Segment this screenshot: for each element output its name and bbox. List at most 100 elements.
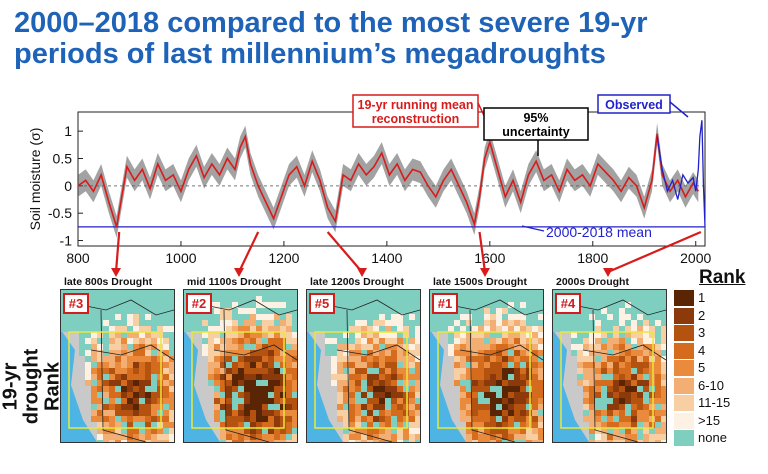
map-cell (280, 344, 286, 350)
map-cell (520, 416, 526, 422)
map-cell (397, 374, 403, 380)
legend-item: none (674, 430, 764, 446)
map-cell (643, 380, 649, 386)
map-cell (583, 374, 589, 380)
map-cell (391, 398, 397, 404)
map-cell (496, 356, 502, 362)
map-cell (343, 428, 349, 434)
map-cell (337, 368, 343, 374)
map-cell (373, 428, 379, 434)
map-cell (526, 386, 532, 392)
map-cell (520, 356, 526, 362)
map-cell (226, 302, 232, 308)
map-cell (532, 386, 538, 392)
ocean-area (61, 330, 97, 442)
border-line (346, 309, 393, 442)
map-cell (661, 374, 666, 380)
map-cell (127, 302, 133, 308)
map-cell (157, 368, 163, 374)
map-cell (214, 296, 220, 302)
map-cell (274, 380, 280, 386)
map-cell (157, 398, 163, 404)
map-cell (391, 422, 397, 428)
map-cell (415, 296, 420, 302)
map-cell (292, 290, 297, 296)
map-cell (151, 374, 157, 380)
map-cell (538, 314, 543, 320)
map-cell (343, 314, 349, 320)
map-cell (361, 368, 367, 374)
map-cell (397, 398, 403, 404)
map-cell (631, 368, 637, 374)
map-cell (367, 332, 373, 338)
map-cell (631, 380, 637, 386)
map-cell (226, 290, 232, 296)
map-cell (103, 320, 109, 326)
map-cell (145, 302, 151, 308)
map-cell (661, 368, 666, 374)
map-cell (313, 314, 319, 320)
map-cell (577, 380, 583, 386)
map-cell (280, 314, 286, 320)
map-cell (409, 308, 415, 314)
map-cell (415, 314, 420, 320)
map-cell (250, 314, 256, 320)
legend-label: 11-15 (698, 395, 731, 410)
map-cell (472, 362, 478, 368)
legend-label: 5 (698, 360, 706, 375)
map-cell (133, 314, 139, 320)
map-cell (409, 302, 415, 308)
border-line (90, 344, 174, 361)
map-cell (385, 338, 391, 344)
map-cell (520, 410, 526, 416)
map-cell (169, 392, 174, 398)
map-cell (268, 380, 274, 386)
map-cell (409, 290, 415, 296)
map-cell (532, 308, 538, 314)
legend-title: Rank (699, 267, 746, 288)
map-cell (226, 308, 232, 314)
map-cell (250, 290, 256, 296)
map-cell (280, 302, 286, 308)
map-cell (250, 350, 256, 356)
map-cell (226, 356, 232, 362)
map-cell (502, 368, 508, 374)
map-cell (268, 326, 274, 332)
map-cell (619, 428, 625, 434)
map-cell (385, 404, 391, 410)
map-cell (109, 434, 115, 440)
map-cell (109, 302, 115, 308)
map-cell (532, 368, 538, 374)
map-cell (286, 392, 292, 398)
map-cell (538, 374, 543, 380)
map-cell (226, 368, 232, 374)
title-line-1: 2000–2018 compared to the most severe 19… (14, 7, 648, 39)
map-cell (208, 374, 214, 380)
map-cell (331, 350, 337, 356)
map-cell (514, 386, 520, 392)
map-cell (502, 314, 508, 320)
map-cell (244, 440, 250, 442)
map-cell (409, 398, 415, 404)
map-cell (415, 404, 420, 410)
map-cell (391, 434, 397, 440)
map-cell (115, 410, 121, 416)
map-cell (577, 320, 583, 326)
map-cell (367, 392, 373, 398)
map-cell (139, 296, 145, 302)
map-cell (151, 410, 157, 416)
map-cell (214, 308, 220, 314)
map-cell (466, 320, 472, 326)
map-cell (595, 362, 601, 368)
map-cell (637, 380, 643, 386)
map-cell (292, 314, 297, 320)
map-cell (139, 344, 145, 350)
map-cell (409, 404, 415, 410)
map-cell (286, 410, 292, 416)
map-cell (403, 356, 409, 362)
map-cell (145, 308, 151, 314)
map-cell (286, 404, 292, 410)
map-cell (508, 326, 514, 332)
map-cell (532, 290, 538, 296)
map-cell (220, 368, 226, 374)
